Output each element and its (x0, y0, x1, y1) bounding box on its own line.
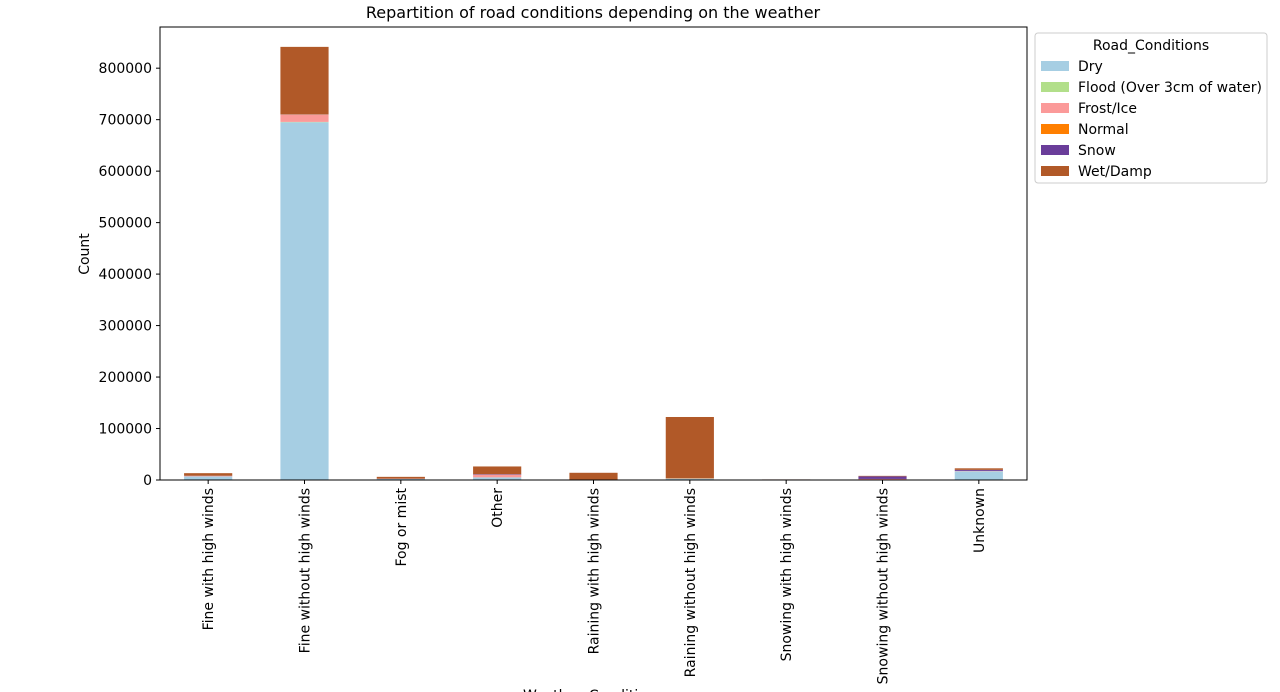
y-tick-label: 100000 (99, 422, 152, 438)
bar-segment (280, 122, 329, 480)
x-axis-label: Weather_Conditions (523, 688, 663, 692)
x-tick-label: Unknown (972, 488, 988, 553)
bar-segment (473, 474, 522, 478)
plot-frame (159, 26, 1028, 481)
legend-swatch (1041, 82, 1069, 92)
x-tick-label: Snowing with high winds (779, 488, 795, 661)
bar-segment (858, 476, 907, 479)
chart-title: Repartition of road conditions depending… (366, 3, 821, 22)
x-tick-label: Raining with high winds (587, 488, 603, 654)
legend-label: Frost/Ice (1078, 101, 1137, 117)
y-tick-label: 500000 (99, 216, 152, 232)
x-tick-label: Other (490, 488, 506, 528)
bar-segment (569, 472, 618, 480)
y-axis-label: Count (77, 233, 93, 275)
legend-label: Flood (Over 3cm of water) (1078, 80, 1262, 96)
x-tick-label: Fine without high winds (298, 488, 314, 653)
bar-segment (473, 474, 522, 475)
y-tick-label: 400000 (99, 267, 152, 283)
y-tick-label: 800000 (99, 61, 152, 77)
legend-swatch (1041, 145, 1069, 155)
legend-swatch (1041, 124, 1069, 134)
y-tick-label: 0 (143, 473, 152, 489)
legend-box (1034, 32, 1268, 184)
legend-label: Snow (1078, 143, 1116, 159)
x-tick-label: Fine with high winds (201, 488, 217, 630)
y-tick-label: 200000 (99, 370, 152, 386)
bar-segment (858, 478, 907, 480)
legend-title: Road_Conditions (1093, 38, 1209, 54)
bar-segment (954, 468, 1003, 470)
legend-swatch (1041, 103, 1069, 113)
bar-segment (184, 475, 233, 477)
bar-segment (184, 473, 233, 476)
bar-segment (665, 416, 714, 479)
bar-segment (376, 476, 425, 479)
legend-swatch (1041, 61, 1069, 71)
bar-segment (954, 469, 1003, 471)
bar-segment (858, 475, 907, 477)
y-tick-label: 300000 (99, 319, 152, 335)
bar-segment (473, 466, 522, 475)
x-tick-label: Snowing without high winds (876, 488, 892, 684)
y-tick-label: 600000 (99, 164, 152, 180)
bar-segment (280, 46, 329, 115)
bar-segment (280, 114, 329, 122)
legend-label: Dry (1078, 59, 1103, 75)
legend-label: Normal (1078, 122, 1129, 138)
legend-label: Wet/Damp (1078, 164, 1152, 180)
bar-segment (665, 478, 714, 480)
bar-segment (184, 476, 233, 480)
legend-swatch (1041, 166, 1069, 176)
x-tick-label: Fog or mist (394, 487, 410, 566)
y-tick-label: 700000 (99, 113, 152, 129)
bar-segment (376, 478, 425, 480)
bar-segment (954, 471, 1003, 480)
x-tick-label: Raining without high winds (683, 488, 699, 677)
bar-segment (473, 477, 522, 480)
